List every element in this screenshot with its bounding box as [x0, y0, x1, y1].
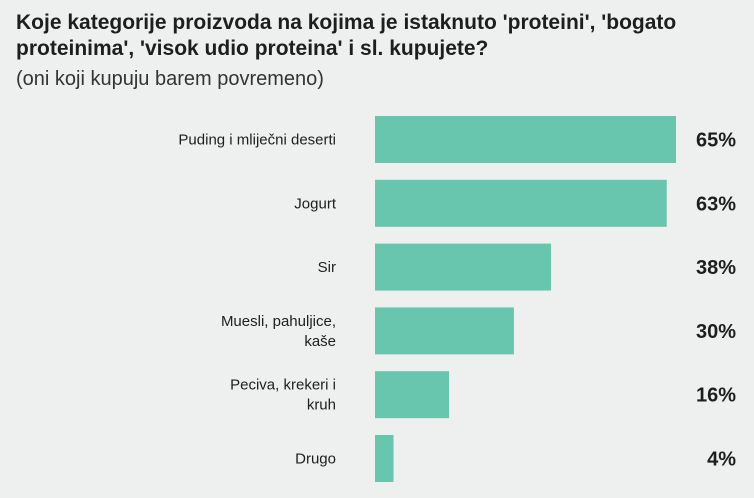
bar [375, 243, 551, 291]
value-label: 16% [696, 385, 736, 407]
category-label: kruh [307, 397, 336, 414]
category-label: Sir [318, 259, 336, 276]
bar [375, 371, 450, 419]
value-label: 4% [707, 449, 736, 471]
bar [375, 116, 676, 163]
category-label: Muesli, pahuljice, [221, 313, 336, 330]
chart-subtitle: (oni koji kupuju barem povremeno) [16, 68, 324, 90]
category-label: Puding i mliječni deserti [178, 132, 336, 149]
category-label: Jogurt [294, 195, 337, 212]
category-label: Peciva, krekeri i [230, 377, 336, 394]
category-label: Drugo [295, 451, 336, 468]
category-label: kaše [304, 333, 336, 350]
value-label: 38% [696, 257, 736, 279]
bar [375, 307, 514, 355]
bar [375, 179, 667, 227]
chart-title: Koje kategorije proizvoda na kojima je i… [16, 11, 677, 60]
value-label: 65% [696, 130, 736, 152]
bar [375, 435, 394, 482]
value-label: 63% [696, 193, 736, 215]
value-label: 30% [696, 321, 736, 343]
